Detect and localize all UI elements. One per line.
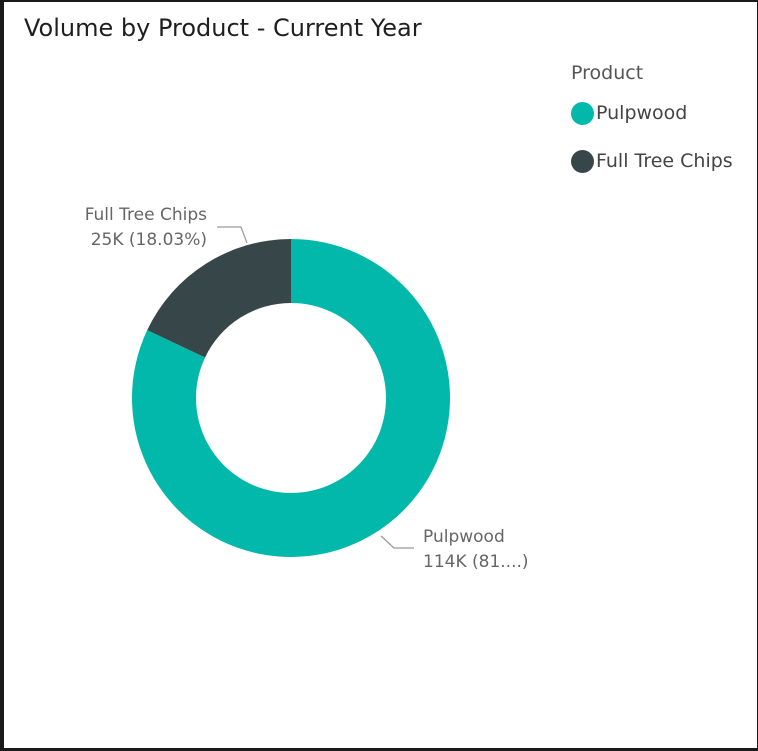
donut-slice-full-tree-chips[interactable] bbox=[147, 239, 291, 357]
leader-line-pulpwood bbox=[381, 536, 414, 548]
data-label-value-full-tree-chips: 25K (18.03%) bbox=[91, 230, 207, 250]
data-label-name-full-tree-chips: Full Tree Chips bbox=[85, 205, 207, 225]
data-label-value-pulpwood: 114K (81....) bbox=[423, 552, 529, 572]
donut-slices bbox=[132, 239, 450, 557]
data-label-name-pulpwood: Pulpwood bbox=[423, 527, 505, 547]
leader-line-full-tree-chips bbox=[217, 227, 247, 243]
